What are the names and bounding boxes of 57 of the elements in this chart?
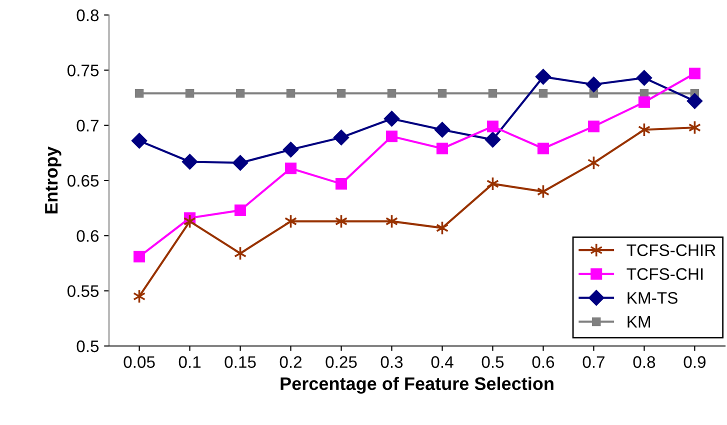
point — [387, 88, 396, 98]
point — [436, 142, 448, 154]
point — [636, 70, 652, 86]
x-tick-label: 0.5 — [482, 356, 504, 368]
legend-label: TCFS-CHIR — [626, 244, 716, 256]
point — [384, 110, 400, 126]
y-tick-label: 0.75 — [67, 64, 99, 76]
point — [286, 88, 296, 98]
y-axis-title: Entropy — [45, 146, 62, 214]
point — [282, 142, 299, 158]
point — [638, 96, 650, 108]
x-tick-label: 0.05 — [124, 356, 155, 368]
point — [538, 88, 548, 98]
point — [688, 68, 700, 80]
x-tick-label: 0.15 — [224, 356, 256, 368]
point — [588, 120, 600, 132]
x-tick-label: 0.2 — [280, 356, 302, 368]
point — [335, 178, 348, 190]
x-axis-title: Percentage of Feature Selection — [280, 376, 554, 394]
point — [285, 162, 297, 174]
x-tick-label: 0.1 — [178, 356, 201, 368]
x-tick-label: 0.8 — [633, 356, 656, 368]
point — [434, 122, 450, 138]
legend-label: KM — [628, 316, 650, 328]
point — [438, 88, 447, 98]
point — [486, 120, 499, 132]
point — [484, 132, 501, 148]
point — [132, 133, 148, 149]
y-tick-label: 0.55 — [67, 285, 99, 298]
point — [386, 130, 398, 142]
point — [185, 88, 194, 98]
x-tick-label: 0.25 — [326, 356, 357, 368]
point — [488, 88, 498, 98]
point — [236, 88, 245, 98]
point — [134, 250, 146, 262]
y-tick-label: 0.6 — [76, 230, 99, 242]
x-tick-label: 0.6 — [532, 356, 554, 368]
point — [182, 154, 198, 170]
point — [535, 69, 552, 85]
point — [686, 93, 702, 109]
point — [134, 88, 144, 98]
y-tick-label: 0.65 — [67, 174, 99, 187]
y-tick-label: 0.5 — [76, 340, 99, 352]
point — [333, 130, 350, 146]
point — [336, 88, 346, 98]
y-tick-label: 0.8 — [76, 9, 99, 22]
x-tick-label: 0.7 — [582, 356, 604, 368]
point — [537, 142, 549, 154]
point — [586, 76, 602, 92]
point — [232, 155, 248, 171]
x-tick-label: 0.3 — [380, 356, 403, 368]
legend-label: KM-TS — [628, 292, 678, 304]
point — [234, 204, 246, 216]
legend-label: TCFS-CHI — [626, 268, 703, 280]
x-tick-label: 0.9 — [684, 356, 706, 368]
y-tick-label: 0.7 — [76, 120, 98, 132]
x-tick-label: 0.4 — [431, 356, 454, 368]
